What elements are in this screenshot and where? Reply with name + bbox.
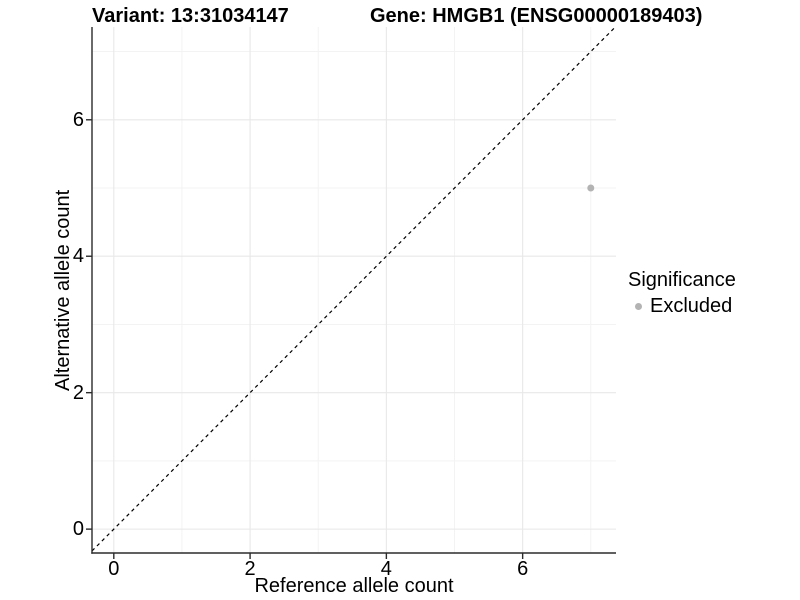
y-tick-label: 0: [72, 518, 84, 541]
legend-items: Excluded: [628, 294, 736, 318]
legend-item: Excluded: [628, 294, 736, 318]
identity-reference-line: [91, 26, 616, 552]
x-tick-label: 4: [380, 558, 392, 580]
plot-title-gene: Gene: HMGB1 (ENSG00000189403): [370, 5, 703, 27]
x-tick-label: 0: [108, 558, 120, 580]
y-tick-label: 2: [72, 381, 84, 404]
y-axis-title: Alternative allele count: [52, 189, 74, 391]
legend-title: Significance: [628, 269, 736, 291]
x-tick-label: 2: [244, 558, 256, 580]
legend-item-label: Excluded: [650, 295, 733, 317]
y-tick-label: 4: [72, 245, 84, 268]
legend: Significance Excluded: [628, 267, 736, 318]
x-axis-title: Reference allele count: [254, 575, 454, 597]
data-point: [587, 184, 595, 192]
x-tick-label: 6: [517, 558, 529, 580]
plot-title-variant: Variant: 13:31034147: [92, 5, 289, 27]
y-tick-label: 6: [72, 108, 84, 131]
legend-key-dot-icon: [635, 302, 642, 310]
